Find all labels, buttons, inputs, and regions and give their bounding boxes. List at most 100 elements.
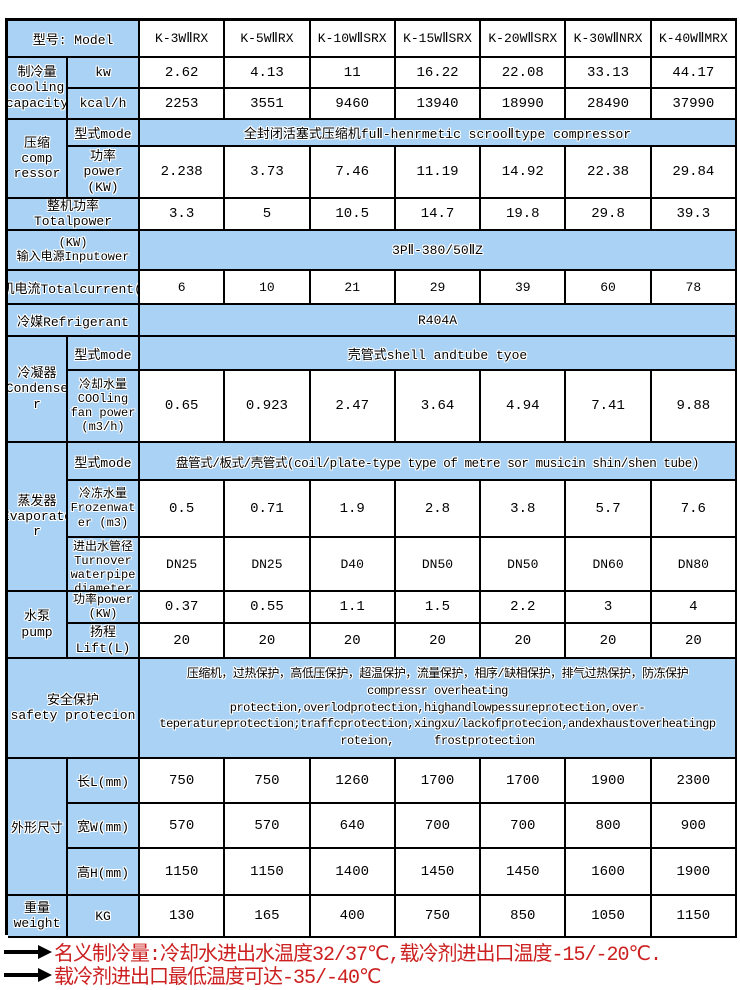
model-cell: K-5WⅡRX	[225, 21, 311, 58]
model-cell: K-20WⅡSRX	[481, 21, 567, 58]
value-cell: 1150	[140, 849, 226, 896]
value-cell: 1700	[395, 759, 482, 804]
value-cell: 165	[225, 896, 311, 938]
value-cell: 750	[395, 896, 482, 938]
value-cell: 3.73	[225, 147, 311, 199]
value-cell: 20	[140, 624, 226, 659]
value-cell: 11	[310, 58, 396, 89]
row-label-width: 宽W(mm)	[68, 804, 140, 849]
footer-notes: 名义制冷量:冷却水进出水温度32/37℃,载冷剂进出口温度-15/-20℃. 载…	[4, 941, 736, 990]
value-cell: 14.92	[481, 147, 567, 199]
row-label-evaporator-mode: 型式mode	[68, 443, 140, 481]
value-cell: 20	[481, 624, 567, 659]
value-cell: D40	[310, 538, 396, 592]
value-cell: 800	[566, 804, 652, 849]
value-cell: 3.8	[481, 481, 567, 538]
value-cell: 7.41	[566, 371, 652, 443]
condenser-mode-value: 壳管式shell andtube tyoe	[140, 337, 737, 371]
value-cell: 22.08	[481, 58, 567, 89]
value-cell: 44.17	[651, 58, 737, 89]
input-power-value: 3PⅡ-380/50ⅡZ	[140, 231, 737, 271]
value-cell: 16.22	[395, 58, 482, 89]
model-cell: K-40WⅡMRX	[651, 21, 737, 58]
value-cell: 3.64	[395, 371, 482, 443]
value-cell: 1150	[225, 849, 311, 896]
row-label-total-current: 整机电流Totalcurrent(A)	[8, 271, 140, 305]
value-cell: 1050	[566, 896, 652, 938]
value-cell: 20	[566, 624, 652, 659]
spec-table: 型号: Model K-3WⅡRX K-5WⅡRX K-10WⅡSRX K-15WⅡS…	[5, 18, 737, 938]
value-cell: DN25	[225, 538, 311, 592]
value-cell: 3551	[225, 89, 311, 120]
value-cell: 7.6	[651, 481, 737, 538]
row-label-length: 长L(mm)	[68, 759, 140, 804]
value-cell: 0.65	[140, 371, 226, 443]
value-cell: 700	[481, 804, 567, 849]
value-cell: 4.13	[225, 58, 311, 89]
value-cell: 22.38	[566, 147, 652, 199]
row-label-total-power: 整机功率 Totalpower	[8, 199, 140, 231]
row-label-pump-power: 功率power (KW)	[68, 592, 140, 624]
value-cell: 1900	[566, 759, 652, 804]
row-label-safety: 安全保护 safety protecion	[8, 659, 140, 759]
value-cell: 29.84	[651, 147, 737, 199]
value-cell: 1150	[651, 896, 737, 938]
evaporator-mode-value: 盘管式/板式/壳管式(coil/plate-type type of metre…	[140, 443, 737, 481]
value-cell: 1600	[566, 849, 652, 896]
value-cell: 2.2	[481, 592, 567, 624]
value-cell: 7.46	[310, 147, 396, 199]
note-line: 名义制冷量:冷却水进出水温度32/37℃,载冷剂进出口温度-15/-20℃.	[4, 941, 736, 967]
row-label-height: 高H(mm)	[68, 849, 140, 896]
value-cell: 3	[566, 592, 652, 624]
value-cell: 19.8	[481, 199, 567, 231]
value-cell: 20	[310, 624, 396, 659]
row-group-pump: 水泵 pump	[8, 592, 68, 659]
value-cell: 400	[310, 896, 396, 938]
right-arrow-icon	[4, 945, 52, 959]
value-cell: 78	[651, 271, 737, 305]
row-label-lift: 扬程 Lift(L)	[68, 624, 140, 659]
model-cell: K-10WⅡSRX	[310, 21, 396, 58]
value-cell: 1.1	[310, 592, 396, 624]
note-text: 名义制冷量:冷却水进出水温度32/37℃,载冷剂进出口温度-15/-20℃.	[54, 944, 662, 967]
refrigerant-value: R404A	[140, 305, 737, 337]
value-cell: 750	[225, 759, 311, 804]
row-group-condenser: 冷凝器 Condense r	[8, 337, 68, 443]
value-cell: 2.8	[395, 481, 482, 538]
value-cell: 0.923	[225, 371, 311, 443]
value-cell: 1450	[395, 849, 482, 896]
row-label-kw: kw	[68, 58, 140, 89]
row-group-compressor: 压缩 comp ressor	[8, 120, 68, 199]
value-cell: 2.62	[140, 58, 226, 89]
value-cell: 2.238	[140, 147, 226, 199]
value-cell: 0.37	[140, 592, 226, 624]
note-line: 载冷剂进出口最低温度可达-35/-40℃	[4, 964, 736, 990]
row-group-cooling-capacity: 制冷量 cooling capacity	[8, 58, 68, 120]
value-cell: 640	[310, 804, 396, 849]
row-label-compressor-power: 功率 power (KW)	[68, 147, 140, 199]
value-cell: 29	[395, 271, 482, 305]
value-cell: 2253	[140, 89, 226, 120]
value-cell: 39.3	[651, 199, 737, 231]
value-cell: 1700	[481, 759, 567, 804]
value-cell: 60	[566, 271, 652, 305]
value-cell: 1450	[481, 849, 567, 896]
value-cell: 20	[395, 624, 482, 659]
row-label-water-pipe: 进出水管径 Turnover waterpipe diameter	[68, 538, 140, 592]
value-cell: 2.47	[310, 371, 396, 443]
right-arrow-icon	[4, 968, 52, 982]
value-cell: 1260	[310, 759, 396, 804]
value-cell: 4	[651, 592, 737, 624]
value-cell: 570	[225, 804, 311, 849]
value-cell: 700	[395, 804, 482, 849]
model-cell: K-30WⅡNRX	[566, 21, 652, 58]
value-cell: 900	[651, 804, 737, 849]
row-label-kcal: kcal/h	[68, 89, 140, 120]
safety-value: 压缩机，过热保护，高低压保护，超温保护，流量保护，相序/缺相保护，排气过热保护，…	[140, 659, 737, 759]
row-label-kg: KG	[68, 896, 140, 938]
row-group-weight: 重量 weight	[8, 896, 68, 938]
value-cell: 1.5	[395, 592, 482, 624]
value-cell: 1400	[310, 849, 396, 896]
row-group-dimensions: 外形尺寸	[8, 759, 68, 896]
value-cell: 2300	[651, 759, 737, 804]
